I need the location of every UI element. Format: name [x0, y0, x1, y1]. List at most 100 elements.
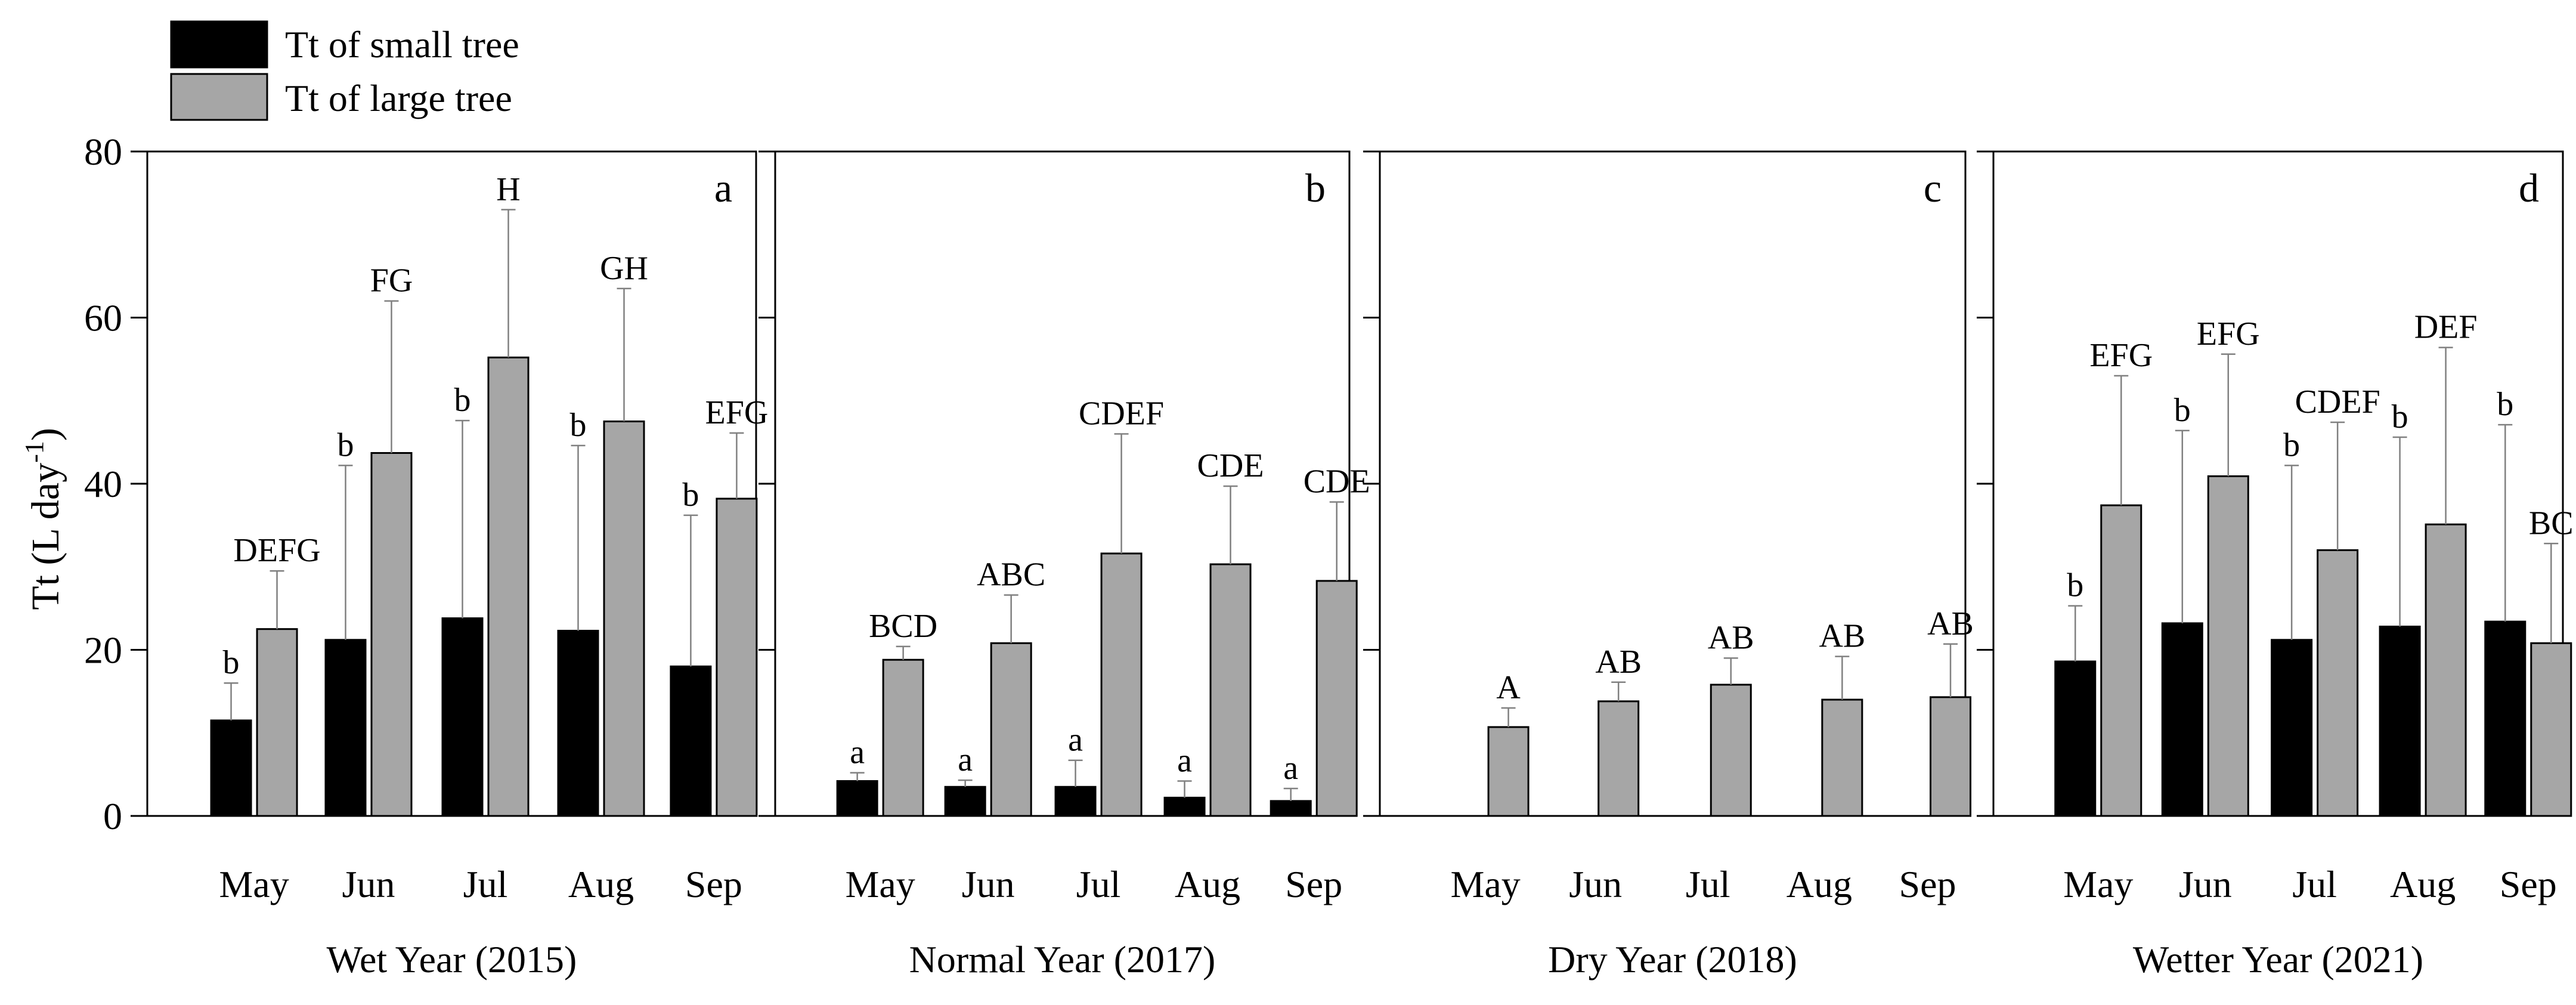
significance-letter: a [850, 734, 865, 771]
x-tick-label: May [2063, 863, 2133, 905]
y-tick-label: 0 [103, 795, 122, 837]
significance-letter: H [496, 171, 520, 208]
x-tick-label: Jul [2292, 863, 2337, 905]
significance-letter: b [2067, 567, 2083, 604]
significance-letter: b [337, 426, 354, 463]
panel-c: c Dry Year (2018) May A Jun AB Jul AB Aug AB Sep AB [1363, 150, 1974, 981]
y-tick-label: 40 [84, 463, 122, 505]
x-axis-title: Wetter Year (2021) [2133, 938, 2423, 981]
bar-small [1054, 786, 1097, 817]
significance-letter: GH [600, 250, 648, 287]
significance-letter: AB [1819, 618, 1865, 655]
bar-small [441, 617, 484, 817]
significance-letter: b [223, 644, 240, 681]
bar-small [944, 786, 986, 817]
bar-large [256, 628, 298, 817]
significance-letter: EFG [2197, 316, 2260, 352]
legend: Tt of small tree Tt of large tree [170, 20, 519, 121]
bar-small [324, 639, 367, 817]
x-tick-label: Sep [685, 863, 742, 905]
bar-large [1209, 563, 1252, 817]
x-tick-label: Jul [1076, 863, 1121, 905]
bar-large [370, 452, 413, 817]
x-tick-label: Aug [2390, 863, 2456, 905]
significance-letter: EFG [705, 394, 769, 431]
significance-letter: a [1068, 722, 1083, 759]
x-tick-label: May [1450, 863, 1520, 905]
panel-d: d Wetter Year (2021)May b EFG Jun b EFG Jul b CDE… [1977, 150, 2574, 981]
significance-letter: b [2283, 426, 2300, 463]
panel-a: 0 20 40 60 80 a Wet Year (2015) May b DEFG Jun b FG J… [84, 131, 768, 981]
bar-large [1930, 696, 1972, 817]
x-tick-label: Sep [2500, 863, 2557, 905]
x-tick-label: May [219, 863, 289, 905]
panel-letter: a [714, 165, 732, 211]
bar-large [2100, 504, 2142, 817]
panel-letter: c [1924, 165, 1942, 211]
significance-letter: a [958, 741, 973, 778]
x-tick-label: Sep [1899, 863, 1956, 905]
x-tick-label: Aug [1787, 863, 1852, 905]
bar-large [603, 420, 645, 817]
y-axis-title-main: Tt (L day [24, 463, 67, 610]
significance-letter: BCD [869, 608, 937, 645]
x-tick-label: Jun [2179, 863, 2232, 905]
panel-b: b Normal Year (2017) May a BCD Jun a ABC Jul a CDE… [758, 150, 1370, 981]
x-tick-label: Jul [1686, 863, 1730, 905]
bar-small [2271, 639, 2313, 817]
bar-large [487, 356, 530, 817]
bar-small [670, 665, 712, 817]
bar-large [1597, 700, 1640, 817]
significance-letter: b [2497, 386, 2513, 423]
significance-letter: b [2392, 398, 2408, 435]
x-axis-title: Normal Year (2017) [909, 938, 1216, 981]
bar-small [2379, 626, 2421, 817]
bar-small [836, 780, 878, 817]
x-axis-title: Dry Year (2018) [1548, 938, 1797, 981]
x-tick-label: Jun [342, 863, 395, 905]
panel-letter: d [2519, 165, 2539, 211]
bar-large [2207, 475, 2249, 817]
y-axis-title-close: ) [24, 428, 67, 441]
y-tick-label: 80 [84, 131, 122, 173]
panel-letter: b [1305, 165, 1326, 211]
legend-swatch-large [170, 73, 268, 121]
significance-letter: AB [1708, 619, 1754, 656]
bar-large [1487, 726, 1530, 817]
bar-large [1100, 552, 1143, 817]
bar-large [882, 658, 924, 817]
legend-label-small: Tt of small tree [285, 23, 519, 66]
bar-large [2317, 549, 2359, 817]
x-tick-label: Aug [568, 863, 634, 905]
significance-letter: CDE [1197, 447, 1264, 484]
y-axis-title-superscript: -1 [20, 441, 49, 463]
bar-large [716, 497, 758, 817]
bar-small [1163, 796, 1206, 817]
bar-large [2530, 642, 2572, 817]
significance-letter: b [570, 407, 587, 444]
significance-letter: CDEF [2295, 384, 2380, 420]
significance-letter: DEF [2414, 309, 2478, 346]
significance-letter: b [682, 477, 699, 514]
bar-small [1270, 800, 1312, 817]
y-tick-label: 60 [84, 297, 122, 339]
bar-small [2161, 622, 2203, 817]
panels: 0 20 40 60 80 a Wet Year (2015) May b DEFG Jun b FG J… [84, 131, 2574, 981]
bar-large [1821, 698, 1863, 817]
significance-letter: A [1496, 669, 1521, 706]
x-tick-label: Jun [1569, 863, 1622, 905]
y-tick-label: 20 [84, 629, 122, 672]
bar-large [1315, 580, 1358, 817]
y-axis-title: Tt (L day-1) [20, 428, 67, 610]
x-tick-label: Jun [962, 863, 1015, 905]
significance-letter: AB [1595, 644, 1642, 681]
x-tick-label: Sep [1285, 863, 1342, 905]
bar-large [1710, 684, 1752, 817]
x-tick-label: Aug [1175, 863, 1240, 905]
significance-letter: a [1283, 750, 1298, 787]
significance-letter: BC [2529, 505, 2574, 542]
x-tick-label: Jul [463, 863, 508, 905]
x-tick-label: May [845, 863, 915, 905]
